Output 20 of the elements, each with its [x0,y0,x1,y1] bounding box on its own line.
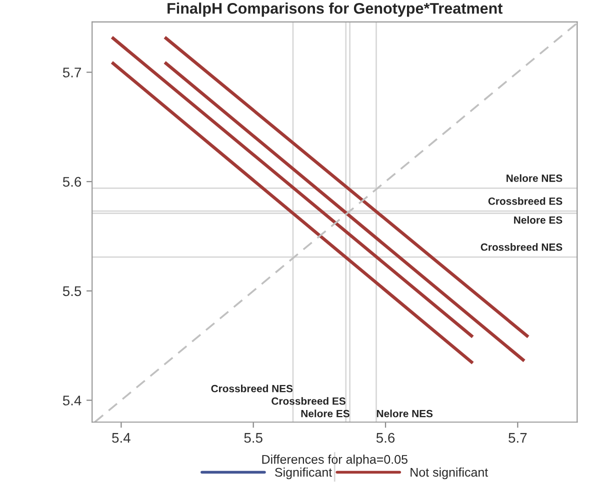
ref-line-label: Nelore ES [514,216,562,224]
ref-line-label: Crossbreed NES [480,243,562,251]
x-tick-label: 5.7 [508,433,527,443]
ref-line-label: Nelore NES [376,410,433,418]
ref-line-label: Crossbreed NES [211,384,293,392]
y-tick-label: 5.7 [62,68,81,78]
legend-label: Significant [275,468,332,480]
x-tick-label: 5.6 [376,432,395,443]
ref-line-label: Crossbreed ES [272,397,346,405]
ref-line-label: Nelore ES [301,410,350,418]
y-tick-label: 5.4 [62,396,82,406]
y-tick-label: 5.5 [62,286,82,296]
chart-title: FinalpH Comparisons for Genotype*Treatment [168,2,503,17]
y-tick-label: 5.6 [62,176,82,187]
legend-title: Differences for alpha=0.05 [262,454,408,466]
ref-line-label: Nelore NES [506,174,562,182]
x-tick-label: 5.5 [244,433,262,443]
x-tick-label: 5.4 [112,433,130,443]
legend-label: Not significant [410,468,488,480]
ref-line-label: Crossbreed ES [488,197,562,205]
